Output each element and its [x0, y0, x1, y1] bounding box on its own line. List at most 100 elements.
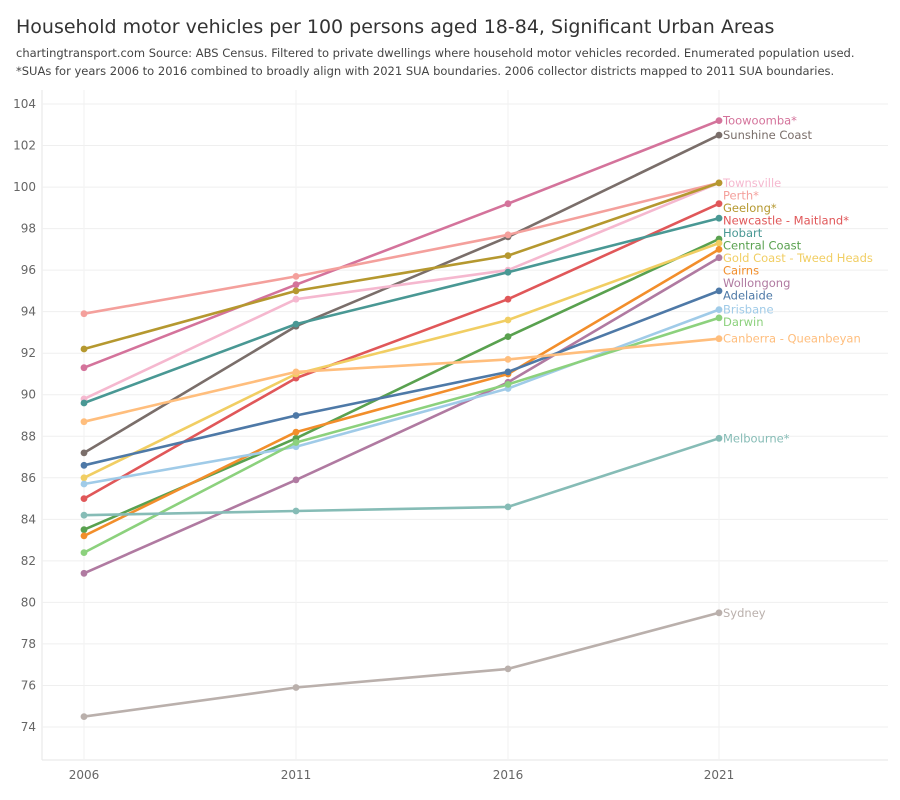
y-tick-label: 80: [21, 595, 36, 609]
y-tick-label: 104: [13, 97, 36, 111]
data-point: [292, 287, 300, 295]
series-end-label: Canberra - Queanbeyan: [723, 332, 861, 346]
data-point: [504, 252, 512, 259]
data-point: [80, 511, 88, 519]
data-point: [715, 434, 723, 442]
data-point: [80, 495, 88, 502]
data-point: [504, 268, 512, 276]
data-point: [80, 713, 88, 720]
series-end-label: Perth*: [723, 188, 759, 202]
y-tick-label: 76: [21, 678, 36, 692]
series-wollongong: [80, 254, 723, 577]
data-point: [80, 480, 88, 488]
y-tick-label: 86: [21, 471, 36, 485]
y-tick-label: 100: [13, 180, 36, 194]
data-point: [80, 569, 88, 577]
data-point: [292, 428, 300, 436]
series-toowoomba: [80, 117, 723, 372]
series-end-label: Cairns: [723, 263, 759, 277]
series-end-label: Brisbane: [723, 303, 774, 317]
data-point: [80, 526, 88, 534]
series-line: [82, 611, 721, 718]
data-point: [715, 287, 723, 295]
x-tick-label: 2011: [281, 768, 312, 782]
chart-subtitle-source: chartingtransport.com Source: ABS Census…: [16, 46, 855, 60]
series-line: [82, 289, 721, 467]
series-line: [82, 181, 721, 316]
data-point: [80, 399, 88, 407]
data-point: [292, 320, 300, 328]
x-tick-label: 2016: [493, 768, 524, 782]
series-end-label: Wollongong: [723, 276, 790, 290]
series-sunshine-coast: [80, 131, 723, 457]
y-tick-label: 98: [21, 222, 36, 236]
y-tick-label: 84: [21, 512, 36, 526]
data-point: [80, 532, 88, 540]
data-point: [504, 368, 512, 376]
x-tick-label: 2021: [704, 768, 735, 782]
data-point: [504, 665, 512, 673]
series-line: [82, 119, 721, 370]
y-tick-label: 74: [21, 720, 36, 734]
data-point: [292, 281, 300, 289]
series-central-coast: [80, 235, 723, 534]
data-point: [80, 461, 88, 469]
data-point: [504, 231, 512, 239]
series-hobart: [80, 214, 723, 407]
series-canberra-queanbeyan: [80, 335, 723, 426]
y-tick-label: 96: [21, 263, 36, 277]
series-end-label: Geelong*: [723, 201, 777, 215]
data-point: [80, 345, 88, 353]
series-end-label: Toowoomba*: [722, 114, 797, 128]
data-point: [504, 503, 512, 511]
y-tick-label: 94: [21, 305, 36, 319]
series-line: [82, 216, 721, 405]
grid-lines: [41, 90, 888, 761]
series-end-label: Sydney: [723, 606, 766, 620]
chart-title: Household motor vehicles per 100 persons…: [16, 16, 775, 38]
series-line: [82, 316, 721, 554]
data-point: [292, 439, 300, 446]
data-point: [80, 310, 88, 318]
data-point: [715, 214, 723, 222]
y-tick-label: 102: [13, 139, 36, 153]
y-axis: 74 76 78 80 82 84 86 88 90 92 94 96 98 100 102 104: [13, 97, 36, 734]
series-end-label: Gold Coast - Tweed Heads: [723, 251, 873, 265]
data-point: [715, 200, 723, 208]
y-tick-label: 82: [21, 554, 36, 568]
series-adelaide: [80, 287, 723, 469]
series-end-label: Darwin: [723, 315, 764, 329]
data-point: [292, 273, 300, 280]
data-point: [715, 246, 723, 253]
series-end-label: Townsville: [722, 176, 781, 190]
data-point: [80, 418, 88, 426]
series-end-label: Newcastle - Maitland*: [723, 213, 849, 227]
series-perth: [80, 179, 723, 318]
data-point: [292, 368, 300, 376]
data-point: [715, 117, 723, 124]
y-tick-label: 78: [21, 637, 36, 651]
series-darwin: [80, 314, 723, 556]
data-point: [715, 335, 723, 343]
data-point: [292, 295, 300, 303]
series-end-label: Hobart: [723, 226, 763, 240]
series-geelong: [80, 179, 723, 353]
data-point: [715, 131, 723, 139]
y-tick-label: 90: [21, 388, 36, 402]
data-point: [504, 381, 512, 388]
data-point: [504, 316, 512, 324]
data-point: [715, 239, 723, 247]
data-point: [715, 254, 723, 262]
data-point: [80, 474, 88, 482]
data-point: [715, 609, 723, 617]
series-line: [82, 241, 721, 480]
data-point: [504, 356, 512, 363]
series-line: [82, 181, 721, 401]
series-end-label: Adelaide: [723, 288, 773, 302]
series-end-label: Sunshine Coast: [723, 128, 812, 142]
series-line: [82, 436, 721, 517]
data-point: [80, 549, 88, 556]
data-point: [715, 179, 723, 187]
x-tick-label: 2006: [69, 768, 100, 782]
series-line: [82, 202, 721, 500]
